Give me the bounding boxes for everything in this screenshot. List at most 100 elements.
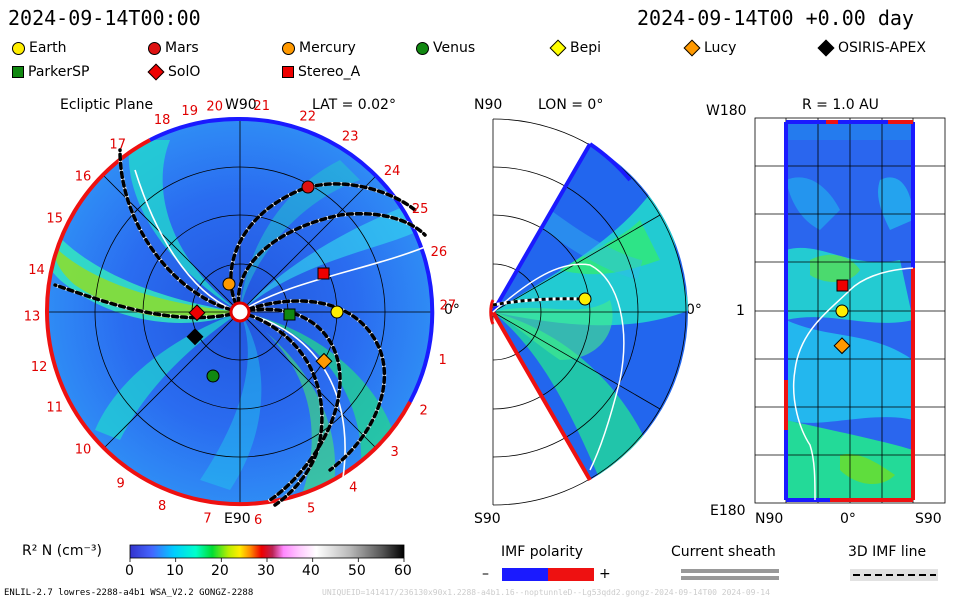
carrington-tick-11: 11 [46,400,63,415]
radial-title: R = 1.0 AU [802,97,879,113]
imf3d-title: 3D IMF line [848,544,927,560]
carrington-tick-6: 6 [254,513,262,528]
imf-positive-swatch [548,568,594,581]
radial-n90-label: N90 [755,511,784,527]
ecliptic-panel: 19 20 212223242526271234567891011121314151… [24,99,456,528]
legend-item-lucy: Lucy [683,39,736,57]
colorbar-tick-0: 0 [125,563,134,579]
colorbar [129,544,405,559]
carrington-tick-9: 9 [117,476,125,491]
carrington-tick-10: 10 [75,443,92,458]
body-lucy [315,352,333,370]
radial-1-label: 1 [736,303,745,319]
legend-item-earth: Earth [12,40,67,56]
colorbar-tick-60: 60 [394,563,412,579]
mercury-marker-icon [282,41,295,55]
stereo-a-marker-icon [282,66,294,78]
body-mars [301,180,315,194]
carrington-tick-27: 27 [440,299,457,314]
ecliptic-e90-label: E90 [224,511,251,527]
colorbar-tick-50: 50 [348,563,366,579]
carrington-tick-13: 13 [24,310,41,325]
body-osiris-apex [186,328,204,346]
carrington-tick-26: 26 [431,245,448,260]
footer-unique-id: UNIQUEID=141417/236130x90x1.2288-a4b1.16… [322,588,770,597]
radial-stereo-a [836,279,849,292]
meridional-earth [578,292,592,306]
colorbar-tick-30: 30 [257,563,275,579]
legend-item-parkersp: ParkerSP [12,64,89,80]
body-venus [206,369,220,383]
colorbar-tick-10: 10 [166,563,184,579]
imf3d-line-symbol [850,569,938,581]
current-sheath-title: Current sheath [671,544,776,560]
sun-icon [229,301,251,323]
carrington-tick-20: 20 [206,100,223,115]
earth-marker-icon [12,41,25,55]
body-parkersp [283,308,296,321]
carrington-tick-15: 15 [46,212,63,227]
mars-marker-icon [148,41,161,55]
carrington-tick-16: 16 [75,170,92,185]
legend-item-mars: Mars [148,40,199,56]
carrington-tick-4: 4 [349,480,357,495]
radial-e180-label: E180 [710,503,746,519]
parkersp-marker-icon [12,66,24,78]
carrington-tick-1: 1 [439,353,447,368]
meridional-title: LON = 0° [538,97,604,113]
body-earth [330,305,344,319]
imf-negative-swatch [502,568,548,581]
ecliptic-lat-label: LAT = 0.02° [312,97,396,113]
carrington-tick-23: 23 [342,130,359,145]
carrington-tick-8: 8 [158,499,166,514]
legend-item-venus: Venus [416,40,475,56]
carrington-tick-12: 12 [31,360,48,375]
carrington-tick-2: 2 [420,404,428,419]
carrington-tick-7: 7 [203,511,211,526]
carrington-tick-5: 5 [307,502,315,517]
ecliptic-w90-label: W90 [225,97,257,113]
carrington-tick-14: 14 [28,263,45,278]
footer-model-info: ENLIL-2.7 lowres-2288-a4b1 WSA_V2.2 GONG… [4,588,254,598]
carrington-tick-17: 17 [109,138,126,153]
colorbar-ticks [129,558,405,562]
carrington-tick-24: 24 [384,164,401,179]
radial-s90-label: S90 [915,511,942,527]
datetime-right: 2024-09-14T00 +0.00 day [637,6,914,30]
imf-minus-label: – [482,566,489,582]
radial-w180-label: W180 [706,103,747,119]
meridional-0deg-label: 0° [686,302,702,318]
carrington-tick-3: 3 [390,445,398,460]
meridional-n90-label: N90 [474,97,503,113]
imf-polarity-title: IMF polarity [501,544,584,560]
legend-item-bepi: Bepi [549,39,601,57]
colorbar-label: R² N (cm⁻³) [22,543,102,559]
body-mercury [222,277,236,291]
datetime-left: 2024-09-14T00:00 [8,6,201,30]
ecliptic-title: Ecliptic Plane [60,97,154,113]
imf-plus-label: + [599,566,611,582]
carrington-tick-21: 21 [253,99,270,114]
legend-item-mercury: Mercury [282,40,356,56]
legend-item-stereo-a: Stereo_A [282,64,360,80]
carrington-tick-19: 19 [181,104,198,119]
colorbar-tick-40: 40 [302,563,320,579]
radial-0deg-label: 0° [840,511,856,527]
carrington-tick-22: 22 [299,109,316,124]
colorbar-tick-20: 20 [211,563,229,579]
radial-lucy [833,337,851,355]
ecliptic-0deg-label: 0° [444,302,460,318]
legend-item-osiris-apex: OSIRIS-APEX [817,39,926,57]
radial-earth [835,304,849,318]
carrington-tick-18: 18 [154,113,171,128]
legend-item-solo: SolO [147,63,200,81]
current-sheath-symbol [681,569,779,573]
carrington-tick-25: 25 [412,202,429,217]
body-stereo-a [317,267,330,280]
radial-panel [754,117,946,504]
venus-marker-icon [416,41,429,55]
carrington-tick-labels: 19 20 212223242526271234567891011121314151… [24,99,456,528]
meridional-panel [489,118,688,506]
meridional-s90-label: S90 [474,511,501,527]
